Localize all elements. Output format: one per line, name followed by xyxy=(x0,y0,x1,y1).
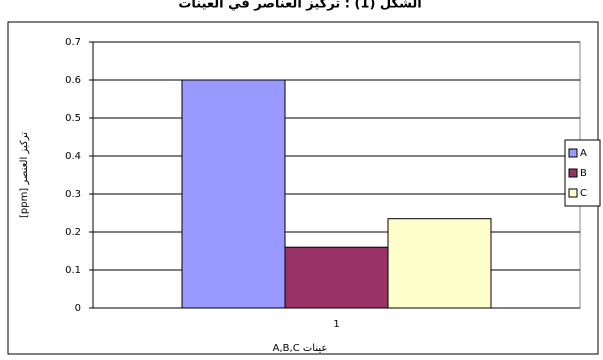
bar xyxy=(284,246,389,309)
y-tick-label: 0.3 xyxy=(65,189,81,200)
bar xyxy=(387,218,492,309)
bar xyxy=(181,79,286,309)
y-tick-label: 0 xyxy=(75,303,81,314)
legend-swatch xyxy=(568,168,578,178)
y-tick-label: 0.2 xyxy=(65,227,81,238)
legend-label: A xyxy=(580,148,587,159)
y-tick-label: 0.6 xyxy=(65,75,81,86)
x-axis-label: A,B,C عينات xyxy=(273,343,328,354)
y-axis-label: [ppm] تركيز العنصر xyxy=(19,132,30,218)
y-tick-label: 0.5 xyxy=(65,113,81,124)
legend-label: B xyxy=(580,168,587,179)
x-tick-label: 1 xyxy=(333,319,339,330)
chart-title: الشكل (1) : تركيز العناصر في العينات xyxy=(178,0,421,12)
y-tick-label: 0.7 xyxy=(65,37,81,48)
legend-label: C xyxy=(580,188,587,199)
y-tick-label: 0.1 xyxy=(65,265,81,276)
legend-swatch xyxy=(568,188,578,198)
y-tick-label: 0.4 xyxy=(65,151,81,162)
legend-swatch xyxy=(568,148,578,158)
